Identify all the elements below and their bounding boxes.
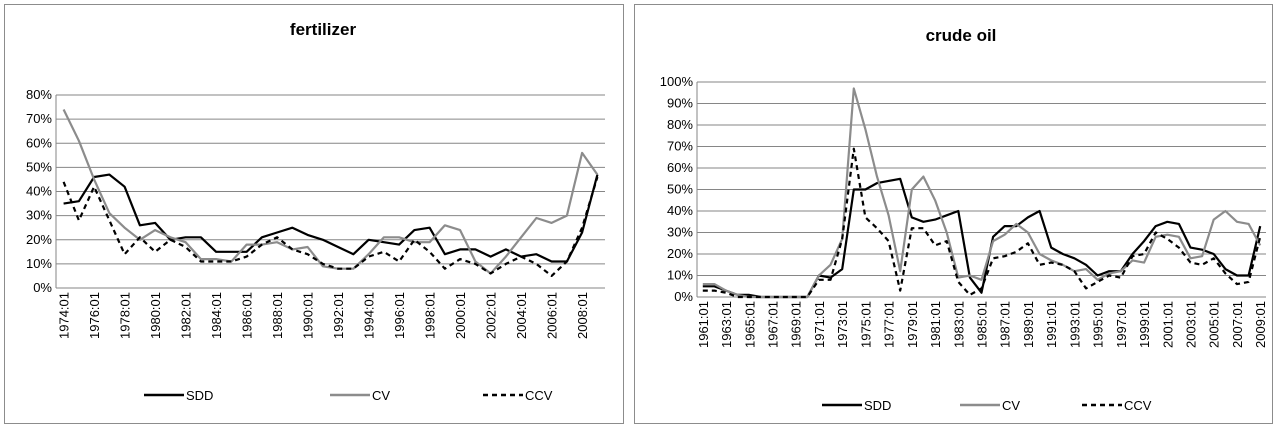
fertilizer-chart: fertilizer 0% 10% 20% 30% 40% 50% 60% 70% 80% 197…	[26, 20, 605, 403]
y-tick-label: 80%	[26, 87, 52, 102]
crude-oil-chart: crude oil 0% 10% 20% 30% 40% 50% 60% 70% 80% 90% 1…	[660, 26, 1268, 413]
y-tick-label: 40%	[26, 184, 52, 199]
y-tick-label: 80%	[667, 117, 693, 132]
y-tick-label: 10%	[667, 268, 693, 283]
x-tick-label: 1997:01	[1114, 301, 1129, 348]
chart-title: fertilizer	[290, 20, 357, 39]
x-tick-label: 1994:01	[362, 292, 377, 339]
legend-label-sdd: SDD	[864, 398, 891, 413]
x-tick-label: 2004:01	[514, 292, 529, 339]
x-tick-label: 2001:01	[1160, 301, 1175, 348]
x-tick-label: 1990:01	[301, 292, 316, 339]
y-tick-label: 50%	[667, 182, 693, 197]
x-tick-label: 1998:01	[423, 292, 438, 339]
x-tick-label: 1973:01	[835, 301, 850, 348]
x-tick-label: 1961:01	[696, 301, 711, 348]
y-tick-label: 100%	[660, 74, 694, 89]
y-tick-label: 30%	[667, 225, 693, 240]
x-tick-label: 2003:01	[1184, 301, 1199, 348]
x-tick-label: 2002:01	[484, 292, 499, 339]
x-tick-label: 1971:01	[812, 301, 827, 348]
series-line-ccv	[702, 147, 1262, 299]
x-tick-label: 1992:01	[331, 292, 346, 339]
x-tick-label: 1996:01	[392, 292, 407, 339]
x-tick-label: 1974:01	[57, 292, 72, 339]
x-tick-label: 1965:01	[742, 301, 757, 348]
x-tick-label: 1987:01	[998, 301, 1013, 348]
series-line-cv	[62, 109, 599, 275]
y-tick-label: 20%	[667, 246, 693, 261]
x-tick-label: 1963:01	[719, 301, 734, 348]
x-tick-label: 2005:01	[1207, 301, 1222, 348]
crude-oil-chart-panel: crude oil 0% 10% 20% 30% 40% 50% 60% 70% 80% 90% 1…	[634, 4, 1273, 424]
y-tick-label: 70%	[667, 139, 693, 154]
x-tick-label: 1980:01	[148, 292, 163, 339]
x-tick-label: 2000:01	[453, 292, 468, 339]
x-tick-label: 1981:01	[928, 301, 943, 348]
x-tick-label: 1967:01	[765, 301, 780, 348]
legend-label-ccv: CCV	[525, 388, 553, 403]
x-tick-label: 2006:01	[545, 292, 560, 339]
x-tick-label: 2008:01	[575, 292, 590, 339]
y-tick-label: 60%	[667, 160, 693, 175]
x-tick-label: 1993:01	[1067, 301, 1082, 348]
x-tick-label: 1984:01	[209, 292, 224, 339]
chart-title: crude oil	[926, 26, 997, 45]
x-tick-label: 1975:01	[858, 301, 873, 348]
x-tick-label: 1991:01	[1044, 301, 1059, 348]
x-tick-label: 1977:01	[882, 301, 897, 348]
series-line-ccv	[62, 176, 599, 277]
fertilizer-chart-panel: fertilizer 0% 10% 20% 30% 40% 50% 60% 70% 80% 197…	[4, 4, 624, 424]
x-tick-label: 2009:01	[1253, 301, 1268, 348]
series-line-cv	[702, 87, 1262, 299]
x-tick-label: 1982:01	[179, 292, 194, 339]
y-tick-label: 0%	[33, 280, 52, 295]
y-tick-label: 90%	[667, 96, 693, 111]
x-tick-label: 1976:01	[87, 292, 102, 339]
y-tick-label: 60%	[26, 135, 52, 150]
x-tick-label: 1999:01	[1137, 301, 1152, 348]
x-tick-label: 1989:01	[1021, 301, 1036, 348]
y-tick-label: 40%	[667, 203, 693, 218]
x-tick-label: 1986:01	[240, 292, 255, 339]
x-tick-label: 1995:01	[1091, 301, 1106, 348]
x-tick-label: 1983:01	[951, 301, 966, 348]
x-tick-label: 1969:01	[789, 301, 804, 348]
legend-label-cv: CV	[1002, 398, 1020, 413]
y-tick-label: 20%	[26, 232, 52, 247]
legend-label-cv: CV	[372, 388, 390, 403]
y-tick-label: 10%	[26, 256, 52, 271]
legend-label-ccv: CCV	[1124, 398, 1152, 413]
x-tick-label: 1988:01	[270, 292, 285, 339]
x-tick-label: 1985:01	[975, 301, 990, 348]
series-line-sdd	[63, 173, 599, 263]
y-tick-label: 0%	[674, 289, 693, 304]
x-tick-label: 2007:01	[1230, 301, 1245, 348]
legend-label-sdd: SDD	[186, 388, 213, 403]
y-tick-label: 70%	[26, 111, 52, 126]
y-tick-label: 50%	[26, 159, 52, 174]
x-tick-label: 1978:01	[118, 292, 133, 339]
x-tick-label: 1979:01	[905, 301, 920, 348]
y-tick-label: 30%	[26, 208, 52, 223]
